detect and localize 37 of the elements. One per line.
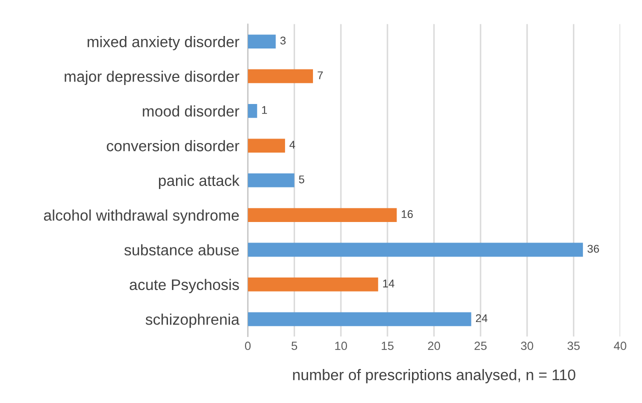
data-label: 5 (298, 176, 304, 184)
x-axis-title: number of prescriptions analysed, n = 110 (293, 369, 576, 384)
x-tick-label: 20 (428, 342, 440, 350)
x-tick-label: 40 (614, 342, 626, 350)
data-label: 36 (588, 244, 599, 253)
x-tick-label: 25 (474, 342, 487, 350)
data-label: 1 (262, 106, 267, 114)
data-label: 7 (318, 71, 323, 80)
y-tick-label: panic attack (158, 174, 240, 190)
y-tick-label: mixed anxiety disorder (88, 36, 240, 50)
bar (248, 138, 286, 153)
y-tick-label: conversion disorder (106, 140, 240, 152)
y-tick-label: substance abuse (124, 244, 239, 256)
data-label: 24 (476, 314, 488, 322)
y-tick-label: mood disorder (142, 105, 240, 117)
bar (248, 242, 583, 257)
y-tick-label: acute Psychosis (130, 278, 239, 294)
bar (248, 278, 378, 292)
x-tick-label: 30 (520, 342, 534, 350)
bar (248, 104, 258, 118)
bar (248, 173, 294, 188)
x-tick-label: 35 (568, 342, 580, 350)
x-tick-label: 15 (382, 342, 394, 350)
bar (248, 69, 313, 84)
bar (248, 208, 397, 222)
y-tick-label: schizophrenia (146, 314, 240, 328)
data-label: 3 (280, 36, 286, 45)
y-tick-label: major depressive disorder (64, 70, 240, 85)
y-tick-label: alcohol withdrawal syndrome (44, 210, 239, 224)
data-label: 14 (383, 280, 394, 288)
x-tick-label: 0 (244, 342, 251, 350)
x-tick-label: 10 (335, 342, 348, 350)
bar (248, 34, 276, 48)
data-label: 4 (289, 140, 296, 149)
data-label: 16 (402, 210, 413, 218)
bar (248, 312, 472, 326)
x-tick-label: 5 (292, 342, 298, 350)
